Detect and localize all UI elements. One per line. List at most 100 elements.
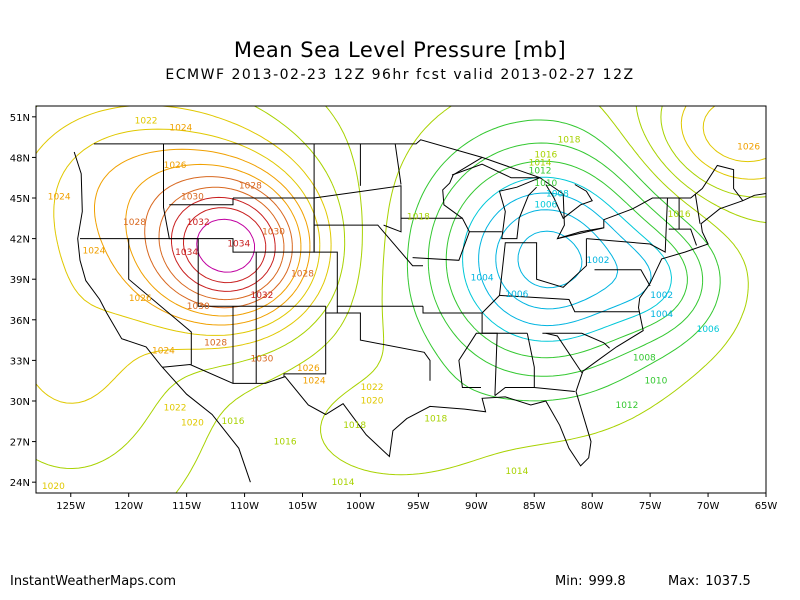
isobar-labels: 1022 1024 1026 1028 1030 1024 1028 1032 1030 1034… — [42, 117, 760, 492]
isobar-label: 1002 — [650, 291, 673, 301]
state-line — [325, 312, 431, 381]
state-line — [494, 333, 535, 396]
isobar-label: 1016 — [668, 210, 691, 220]
isobar-label: 1030 — [181, 192, 204, 202]
isobar-label: 1012 — [615, 401, 638, 411]
isobar-label: 1008 — [546, 190, 569, 200]
isobar-label: 1002 — [587, 256, 610, 266]
isobar-label: 1028 — [204, 339, 227, 349]
isobar-1020 — [36, 106, 766, 404]
state-line — [542, 332, 610, 349]
isobar-1014 — [320, 106, 749, 476]
isobar-label: 1030 — [187, 302, 210, 312]
isobar-label: 1028 — [123, 218, 146, 228]
min-value: Min: 999.8 — [555, 574, 626, 589]
isobar-label: 1024 — [169, 123, 192, 133]
isobar-label: 1018 — [424, 414, 447, 424]
lon-label: 70W — [697, 501, 720, 512]
state-line — [594, 269, 651, 287]
lon-label: 125W — [56, 501, 85, 512]
lon-label: 95W — [407, 501, 430, 512]
state-line — [401, 217, 470, 261]
isobar-label: 1028 — [239, 182, 262, 192]
lat-label: 30N — [10, 397, 30, 408]
isobar-label: 1014 — [505, 467, 528, 477]
lon-label: 85W — [523, 501, 546, 512]
isobar-label: 1018 — [343, 421, 366, 431]
isobar-label: 1010 — [644, 376, 667, 386]
south-east-coast — [162, 192, 766, 467]
isobar-label: 1018 — [407, 213, 430, 223]
isobar-1016 — [175, 106, 766, 493]
isobar-label: 1030 — [250, 355, 273, 365]
isobar-label: 1022 — [361, 383, 384, 393]
max-value: Max: 1037.5 — [668, 574, 751, 589]
state-line — [422, 306, 498, 396]
lon-label: 120W — [114, 501, 143, 512]
canada-border — [93, 139, 744, 240]
state-line — [458, 332, 528, 388]
isobar-label: 1026 — [129, 294, 152, 304]
isobar-label: 1006 — [697, 325, 720, 335]
lon-label: 65W — [755, 501, 778, 512]
latitude-axis: 51N 48N 45N 42N 39N 36N 33N 30N 27N 24N — [10, 113, 36, 489]
lon-label: 90W — [465, 501, 488, 512]
state-line — [313, 143, 423, 307]
isobar-label: 1018 — [558, 136, 581, 146]
isobar-1006 — [462, 176, 672, 342]
isobar-label: 1014 — [332, 478, 355, 488]
isobar-label: 1024 — [303, 376, 326, 386]
map-title: Mean Sea Level Pressure [mb] — [233, 38, 567, 62]
lon-label: 100W — [346, 501, 375, 512]
isobar-label: 1016 — [534, 150, 557, 160]
isobar-label: 1020 — [181, 418, 204, 428]
isobar-1024 — [94, 148, 311, 326]
state-line — [314, 185, 402, 233]
lake-erie — [557, 227, 604, 240]
great-lakes-west — [451, 163, 541, 240]
state-line — [128, 238, 192, 365]
state-line — [545, 332, 583, 373]
isobar-1004 — [478, 192, 652, 327]
lon-label: 80W — [581, 501, 604, 512]
lon-label: 110W — [230, 501, 259, 512]
isobar-label: 1004 — [650, 310, 673, 320]
state-line — [499, 294, 640, 313]
state-line — [534, 387, 575, 392]
lon-label: 75W — [639, 501, 662, 512]
isobar-label: 1004 — [471, 274, 494, 284]
isobar-label: 1026 — [737, 142, 760, 152]
site-credit: InstantWeatherMaps.com — [10, 574, 177, 589]
isobar-label: 1006 — [534, 200, 557, 210]
isobar-label: 1022 — [164, 403, 187, 413]
isobar-1028 — [144, 176, 293, 309]
state-line — [668, 228, 697, 246]
isobar-1022 — [53, 106, 766, 336]
lat-label: 33N — [10, 356, 30, 367]
isobar-label: 1012 — [529, 167, 552, 177]
state-line — [442, 156, 483, 219]
state-line — [481, 238, 587, 314]
west-coast — [73, 151, 251, 483]
isobar-1032 — [170, 196, 276, 292]
isobar-label: 1014 — [529, 159, 552, 169]
isobar-label: 1026 — [164, 161, 187, 171]
isobar-label: 1034 — [227, 240, 250, 250]
isobar-1008 — [445, 160, 688, 359]
map-subtitle: ECMWF 2013-02-23 12Z 96hr fcst valid 201… — [165, 67, 635, 83]
isobar-1018 — [36, 106, 766, 469]
state-line — [694, 193, 701, 224]
isobar-label: 1022 — [135, 117, 158, 127]
state-line — [197, 238, 257, 384]
isobar-label: 1016 — [274, 437, 297, 447]
lat-label: 42N — [10, 235, 30, 246]
isobar-label: 1024 — [48, 192, 71, 202]
isobar-label: 1024 — [82, 246, 105, 256]
state-line — [394, 143, 402, 185]
state-line — [255, 252, 326, 307]
lat-label: 36N — [10, 316, 30, 327]
isobar-1030 — [158, 186, 285, 301]
isobar-label: 1008 — [633, 353, 656, 363]
lat-label: 27N — [10, 438, 30, 449]
lat-label: 51N — [10, 113, 30, 124]
